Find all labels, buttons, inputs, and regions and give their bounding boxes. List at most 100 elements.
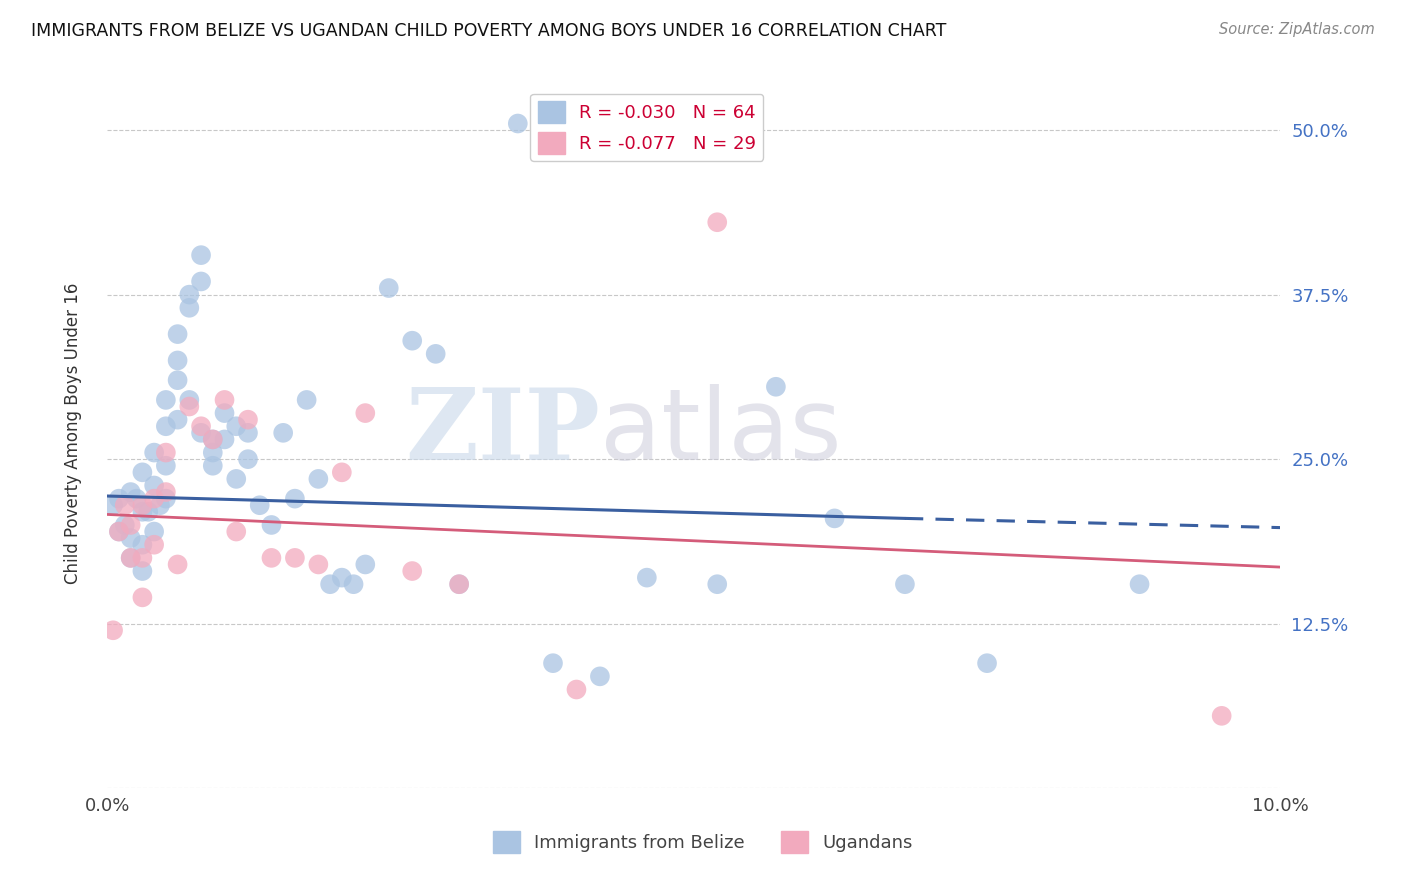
Point (190, 419, 212, 434)
Point (449, 577, 471, 591)
Point (155, 392, 177, 407)
Point (449, 577, 471, 591)
Point (330, 571, 353, 585)
Point (225, 472, 247, 486)
Point (342, 577, 364, 591)
Point (120, 485, 142, 500)
Point (114, 518, 136, 533)
Point (894, 577, 917, 591)
Point (131, 538, 153, 552)
Point (284, 550, 307, 565)
Point (101, 624, 124, 638)
Point (166, 412, 188, 426)
Point (201, 445, 224, 459)
Point (190, 275, 212, 289)
Point (330, 466, 353, 480)
Point (155, 491, 177, 506)
Point (541, 656, 564, 670)
Point (214, 406, 236, 420)
Point (190, 425, 212, 440)
Point (131, 591, 153, 605)
Point (155, 419, 177, 434)
Point (225, 419, 247, 434)
Point (155, 458, 177, 473)
Y-axis label: Child Poverty Among Boys Under 16: Child Poverty Among Boys Under 16 (65, 282, 82, 583)
Point (114, 498, 136, 512)
Point (214, 392, 236, 407)
Point (166, 353, 188, 368)
Point (565, 682, 588, 697)
Point (131, 550, 153, 565)
Point (589, 669, 612, 683)
Point (824, 511, 846, 525)
Point (425, 347, 447, 361)
Point (1211, 709, 1233, 723)
Point (201, 433, 224, 447)
Point (307, 472, 329, 486)
Point (401, 334, 423, 348)
Point (190, 248, 212, 262)
Point (765, 380, 787, 394)
Text: ZIP: ZIP (405, 384, 600, 482)
Point (131, 505, 153, 519)
Legend: R = -0.030   N = 64, R = -0.077   N = 29: R = -0.030 N = 64, R = -0.077 N = 29 (530, 94, 763, 161)
Point (166, 373, 188, 387)
Point (179, 392, 201, 407)
Point (143, 538, 166, 552)
Point (214, 433, 236, 447)
Point (166, 327, 188, 342)
Point (143, 524, 166, 539)
Point (706, 577, 728, 591)
Point (155, 485, 177, 500)
Point (307, 558, 329, 572)
Point (354, 406, 377, 420)
Point (976, 656, 998, 670)
Point (120, 550, 142, 565)
Point (155, 445, 177, 459)
Point (249, 498, 271, 512)
Point (131, 564, 153, 578)
Point (179, 287, 201, 301)
Point (108, 491, 131, 506)
Point (706, 215, 728, 229)
Point (120, 518, 142, 533)
Point (131, 466, 153, 480)
Point (136, 505, 159, 519)
Point (225, 524, 247, 539)
Text: Source: ZipAtlas.com: Source: ZipAtlas.com (1219, 22, 1375, 37)
Point (131, 498, 153, 512)
Point (108, 524, 131, 539)
Point (506, 116, 529, 130)
Point (260, 518, 283, 533)
Point (378, 281, 401, 295)
Point (201, 458, 224, 473)
Point (120, 531, 142, 545)
Point (236, 452, 259, 467)
Point (120, 550, 142, 565)
Point (354, 558, 377, 572)
Point (236, 412, 259, 426)
Point (143, 478, 166, 492)
Point (149, 498, 172, 512)
Point (284, 491, 307, 506)
Point (1128, 577, 1150, 591)
Point (108, 524, 131, 539)
Text: IMMIGRANTS FROM BELIZE VS UGANDAN CHILD POVERTY AMONG BOYS UNDER 16 CORRELATION : IMMIGRANTS FROM BELIZE VS UGANDAN CHILD … (31, 22, 946, 40)
Point (101, 498, 124, 512)
Point (125, 491, 148, 506)
Point (271, 425, 294, 440)
Point (201, 433, 224, 447)
Point (636, 571, 658, 585)
Point (260, 550, 283, 565)
Point (143, 445, 166, 459)
Point (179, 301, 201, 315)
Point (166, 558, 188, 572)
Point (295, 392, 318, 407)
Point (319, 577, 342, 591)
Text: atlas: atlas (600, 384, 842, 482)
Point (179, 400, 201, 414)
Point (401, 564, 423, 578)
Point (236, 425, 259, 440)
Point (143, 491, 166, 506)
Legend: Immigrants from Belize, Ugandans: Immigrants from Belize, Ugandans (485, 824, 921, 861)
